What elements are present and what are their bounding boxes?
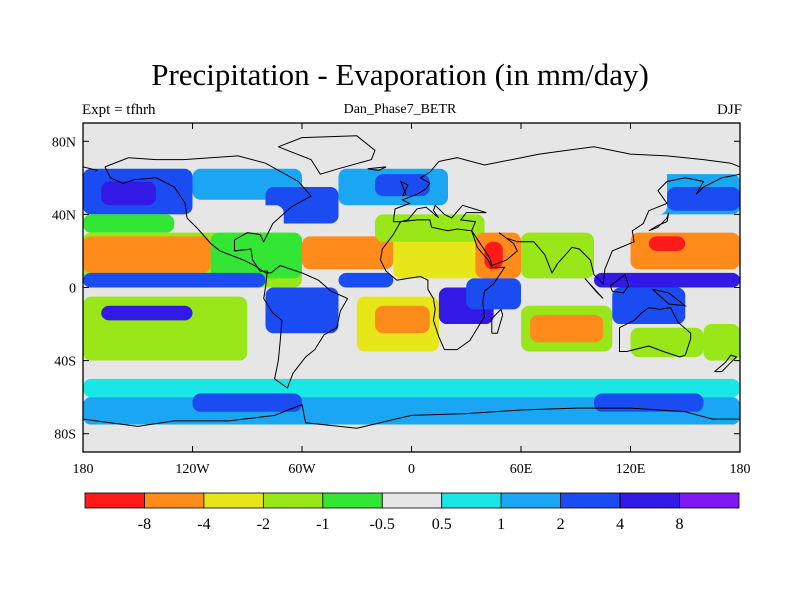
case-label: Dan_Phase7_BETR (343, 102, 457, 117)
y-tick-label: 40N (52, 208, 76, 223)
field-layer (83, 123, 740, 452)
field-region (667, 186, 740, 211)
field-region (448, 168, 667, 215)
y-tick-label: 80S (54, 428, 76, 443)
coastline (379, 219, 506, 351)
field-region (594, 393, 704, 412)
colorbar-label: -4 (197, 516, 210, 533)
field-region (530, 314, 604, 343)
chart-title: Precipitation - Evaporation (in mm/day) (151, 57, 649, 92)
field-region (83, 236, 211, 273)
x-tick-label: 120W (175, 462, 210, 477)
colorbar-box (560, 492, 621, 509)
field-region (101, 305, 193, 321)
coastline (392, 146, 740, 222)
field-region (83, 272, 266, 288)
field-region (630, 232, 740, 270)
colorbar-box (262, 492, 324, 509)
colorbar-box (203, 492, 264, 509)
colorbar-label: -2 (257, 516, 270, 533)
coastline (584, 278, 604, 299)
field-region (630, 327, 704, 357)
colorbar-box (144, 492, 205, 509)
coastline (619, 307, 692, 358)
season-label: DJF (716, 102, 742, 118)
colorbar: -8 -4 -2 -1 -0.5 0.5 1 2 4 8 (84, 492, 740, 533)
y-tick-label: 0 (69, 282, 76, 297)
field-region (521, 232, 594, 279)
x-tick-label: 180 (73, 462, 94, 477)
colorbar-box (500, 492, 562, 509)
field-region (192, 393, 302, 412)
field-region (210, 232, 302, 279)
experiment-label: Expt = tfhrh (82, 102, 156, 118)
x-tick-label: 60W (288, 462, 316, 477)
coastline (652, 288, 688, 307)
coastline (714, 354, 738, 373)
colorbar-label: 4 (616, 516, 624, 533)
colorbar-box (84, 492, 145, 509)
field-region (83, 214, 175, 233)
field-region (338, 272, 394, 288)
axes-layer: 180 120W 60W 0 60E 120E 180 80N 40N 0 40S 80S (52, 123, 751, 477)
colorbar-box (679, 492, 740, 509)
x-tick-label: 0 (408, 462, 415, 477)
x-tick-label: 120E (616, 462, 646, 477)
colorbar-label: 0.5 (432, 516, 452, 533)
y-tick-label: 40S (54, 355, 76, 370)
field-region (612, 287, 686, 325)
colorbar-label: -1 (316, 516, 329, 533)
field-region (83, 424, 740, 452)
coastline (367, 166, 387, 172)
colorbar-label: -0.5 (370, 516, 395, 533)
field-region (375, 305, 430, 334)
coastline-layer (83, 135, 740, 429)
colorbar-label: 2 (557, 516, 565, 533)
coastline (399, 180, 409, 197)
colorbar-box (441, 492, 502, 509)
coastline (83, 166, 98, 171)
field-region (703, 324, 740, 361)
coastline (278, 135, 376, 175)
colorbar-label: 8 (676, 516, 684, 533)
field-region (466, 278, 521, 310)
field-region (265, 287, 339, 334)
x-tick-label: 60E (510, 462, 533, 477)
field-region (594, 272, 740, 288)
colorbar-box (381, 492, 443, 509)
coastline (609, 273, 630, 294)
x-tick-label: 180 (730, 462, 751, 477)
colorbar-box (322, 492, 383, 509)
coastline (83, 403, 740, 429)
coastline (491, 308, 504, 334)
field-region (101, 181, 156, 206)
coastline (393, 173, 740, 285)
colorbar-label: 1 (497, 516, 505, 533)
y-tick-label: 80N (52, 135, 76, 150)
field-region (648, 236, 686, 251)
field-region (83, 123, 740, 169)
colorbar-label: -8 (138, 516, 151, 533)
field-region (302, 236, 394, 270)
coastline (104, 155, 349, 389)
colorbar-box (619, 492, 680, 509)
field-region (83, 378, 740, 398)
coastline (648, 212, 670, 232)
